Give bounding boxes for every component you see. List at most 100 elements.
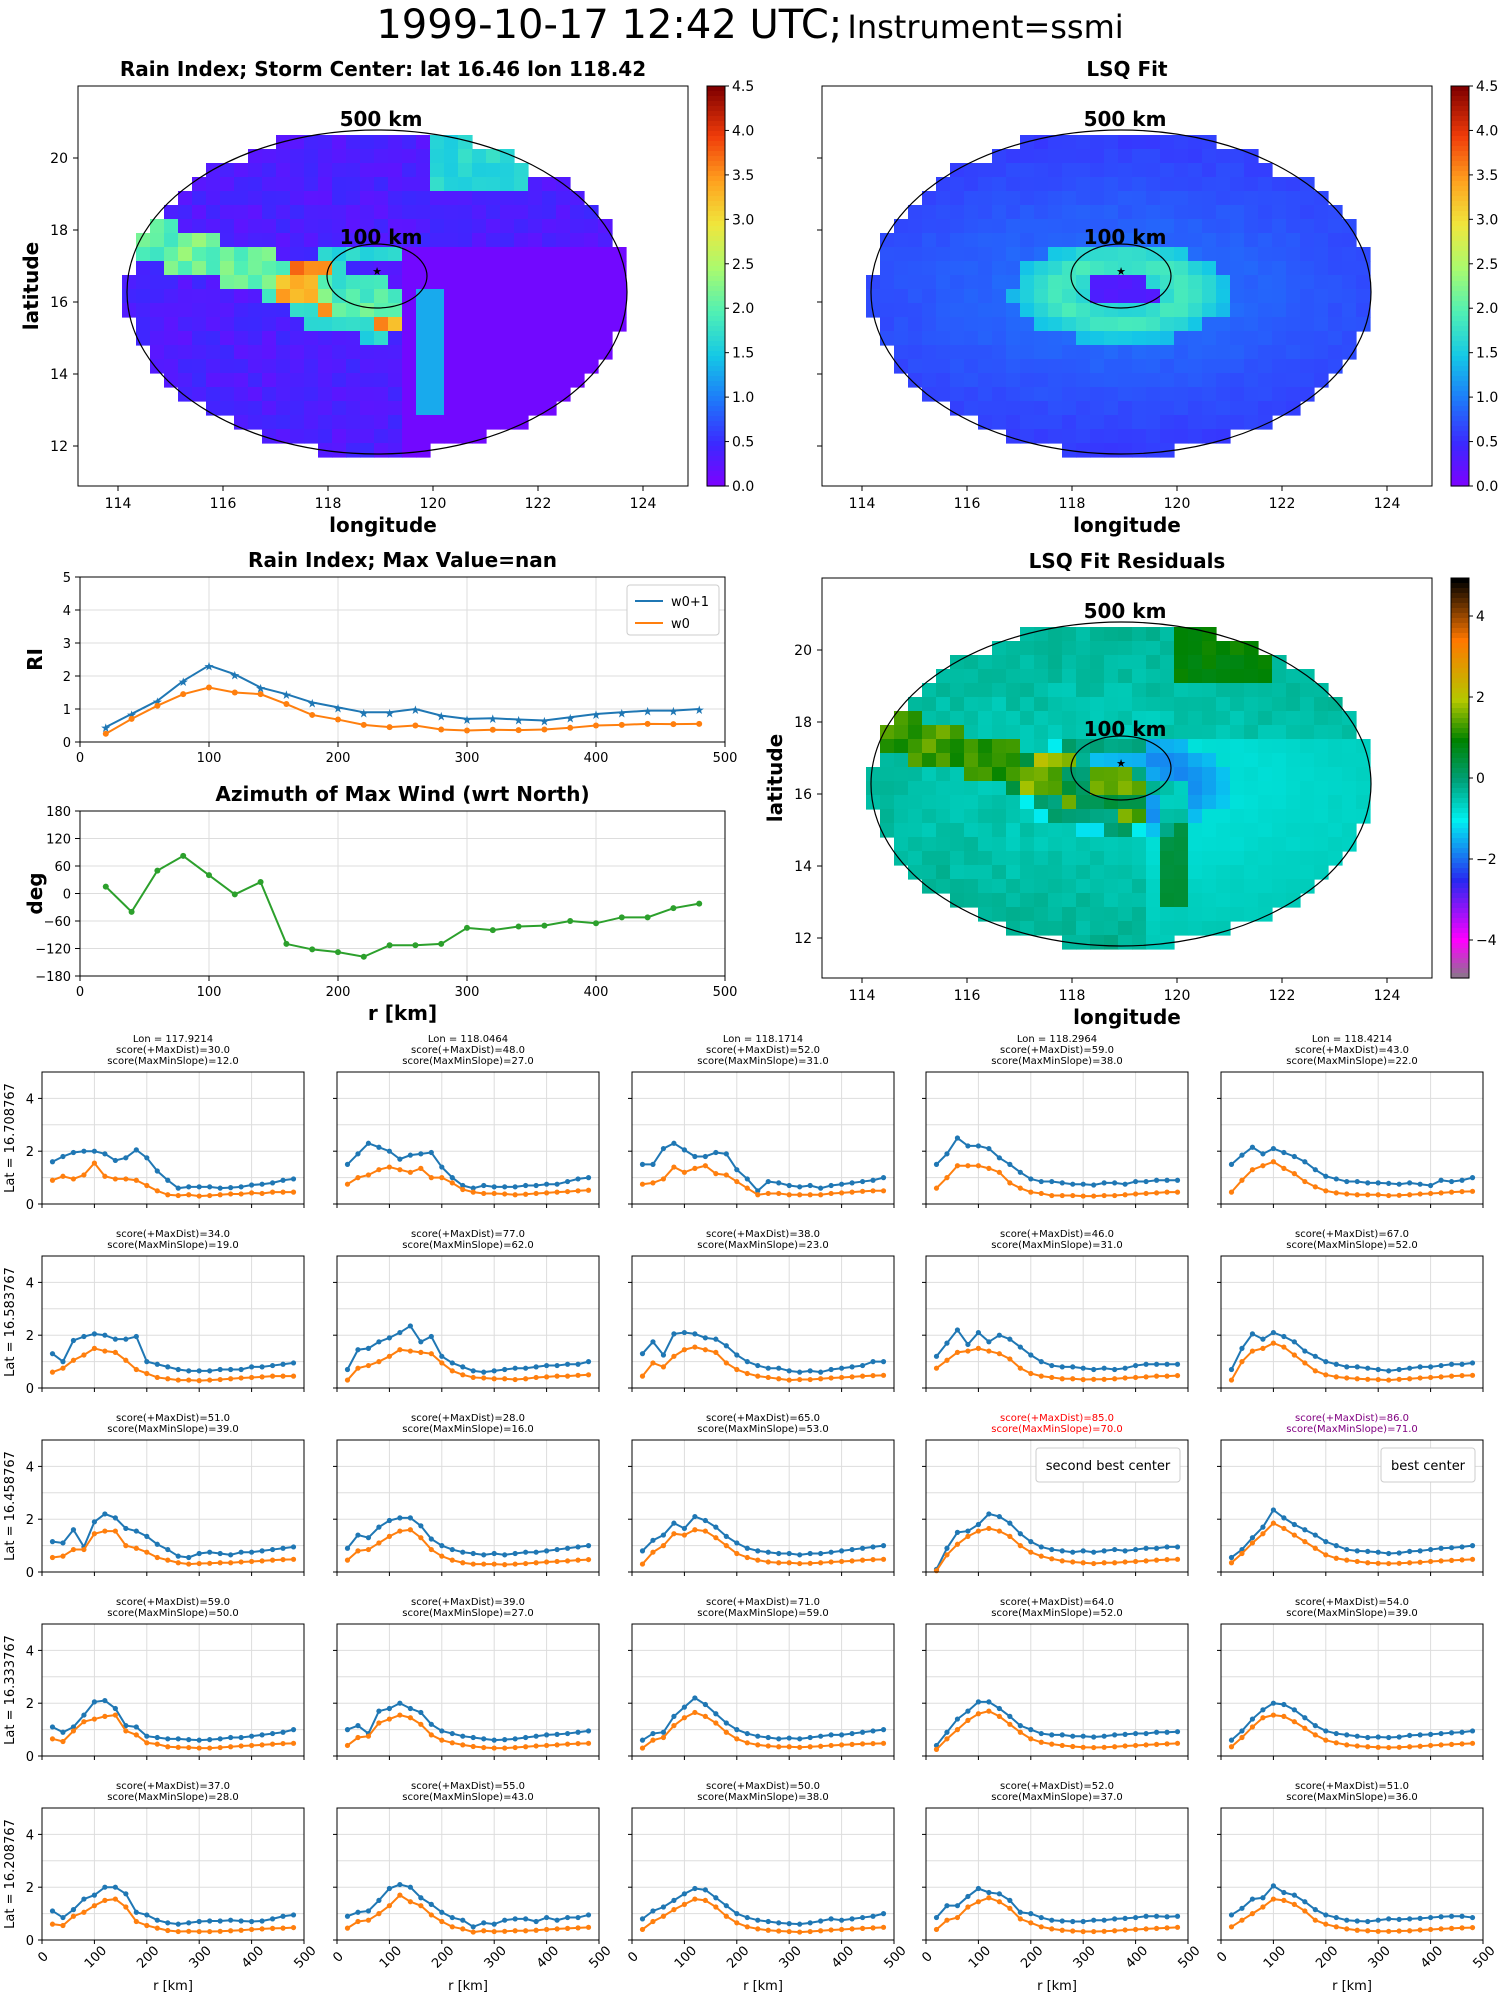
data-point xyxy=(564,1373,571,1379)
data-point xyxy=(533,1918,539,1925)
map-cell xyxy=(1118,655,1133,670)
map-cell xyxy=(304,177,319,192)
map-cell xyxy=(1034,191,1049,206)
map-cell xyxy=(1076,373,1091,388)
data-point xyxy=(123,1336,129,1342)
map-cell xyxy=(1006,879,1021,894)
map-cell xyxy=(1034,387,1049,402)
map-cell xyxy=(1314,331,1329,346)
data-point xyxy=(1386,1560,1392,1567)
score-maxdist: score(+MaxDist)=86.0 xyxy=(1295,1413,1409,1424)
data-point xyxy=(1448,1361,1455,1367)
map-cell xyxy=(1006,261,1021,276)
map-cell xyxy=(1048,261,1063,276)
map-cell xyxy=(1090,935,1105,950)
map-cell xyxy=(1076,401,1091,416)
map-cell xyxy=(1216,893,1231,908)
colorbar-segment xyxy=(707,166,725,172)
data-point xyxy=(1344,1191,1350,1197)
row-lat-label: Lat = 16.208767 xyxy=(3,1819,18,1929)
map-cell xyxy=(1132,753,1147,768)
data-point xyxy=(859,1373,866,1379)
series-line xyxy=(1230,1331,1473,1372)
map-cell xyxy=(1342,795,1357,810)
data-point xyxy=(412,942,419,949)
data-point xyxy=(807,1920,813,1926)
colorbar-segment xyxy=(1451,638,1469,644)
data-point xyxy=(702,1163,708,1169)
data-point xyxy=(639,1161,646,1167)
map-cell xyxy=(220,275,235,290)
map-cell xyxy=(1244,809,1259,824)
map-cell xyxy=(1244,669,1259,684)
data-point xyxy=(1428,1914,1434,1921)
map-cell xyxy=(220,261,235,276)
colorbar-segment xyxy=(1451,593,1469,599)
data-point xyxy=(259,1374,265,1380)
map-cell xyxy=(1356,247,1371,262)
data-point xyxy=(1038,1359,1044,1365)
map-cell xyxy=(486,205,501,220)
map-cell xyxy=(1160,683,1175,698)
map-cell xyxy=(486,233,501,248)
x-tick-label: 500 xyxy=(586,1943,614,1971)
colorbar-segment xyxy=(1451,176,1469,182)
map-cell xyxy=(402,303,417,318)
map-cell xyxy=(894,753,909,768)
data-point xyxy=(133,1333,139,1340)
data-point xyxy=(696,900,703,907)
data-point xyxy=(1428,1558,1434,1565)
map-cell xyxy=(458,317,473,332)
data-point xyxy=(70,1357,77,1363)
data-point xyxy=(1375,1928,1381,1934)
data-point xyxy=(575,1925,581,1931)
map-cell xyxy=(1244,387,1259,402)
data-point xyxy=(512,1744,518,1751)
map-cell xyxy=(950,345,965,360)
data-point xyxy=(1070,1918,1076,1925)
map-cell xyxy=(430,177,445,192)
map-cell xyxy=(1160,697,1175,712)
data-point xyxy=(1291,1707,1297,1713)
colorbar-segment xyxy=(707,156,725,162)
data-point xyxy=(249,1918,255,1925)
colorbar-segment xyxy=(1451,476,1469,482)
map-cell xyxy=(1160,851,1175,866)
map-cell xyxy=(1160,317,1175,332)
map-cell xyxy=(1314,275,1329,290)
map-cell xyxy=(1146,627,1161,642)
map-cell xyxy=(318,261,333,276)
data-point xyxy=(376,1167,382,1173)
map-cell xyxy=(936,317,951,332)
map-cell xyxy=(262,359,277,374)
map-cell xyxy=(1300,359,1315,374)
data-point xyxy=(355,1532,361,1538)
data-point xyxy=(1469,1740,1476,1746)
map-cell xyxy=(262,149,277,164)
data-point xyxy=(650,1180,656,1186)
data-point xyxy=(249,1558,255,1565)
data-point xyxy=(644,914,651,921)
map-cell xyxy=(1020,289,1035,304)
map-cell xyxy=(1048,921,1063,936)
map-cell xyxy=(908,865,923,880)
data-point xyxy=(1059,1927,1065,1933)
data-point xyxy=(1448,1189,1455,1195)
colorbar-segment xyxy=(707,291,725,297)
map-cell xyxy=(1202,317,1217,332)
map-cell xyxy=(234,387,249,402)
data-point xyxy=(1302,1715,1308,1721)
data-point xyxy=(933,1353,940,1359)
data-point xyxy=(933,1914,940,1921)
data-point xyxy=(954,1529,961,1535)
data-point xyxy=(1281,1149,1287,1156)
map-cell xyxy=(964,373,979,388)
map-cell xyxy=(1230,697,1245,712)
map-cell xyxy=(1342,247,1357,262)
map-cell xyxy=(486,359,501,374)
data-point xyxy=(207,1368,213,1374)
data-point xyxy=(723,1360,729,1366)
map-cell xyxy=(374,317,389,332)
map-cell xyxy=(248,345,263,360)
map-cell xyxy=(1244,851,1259,866)
